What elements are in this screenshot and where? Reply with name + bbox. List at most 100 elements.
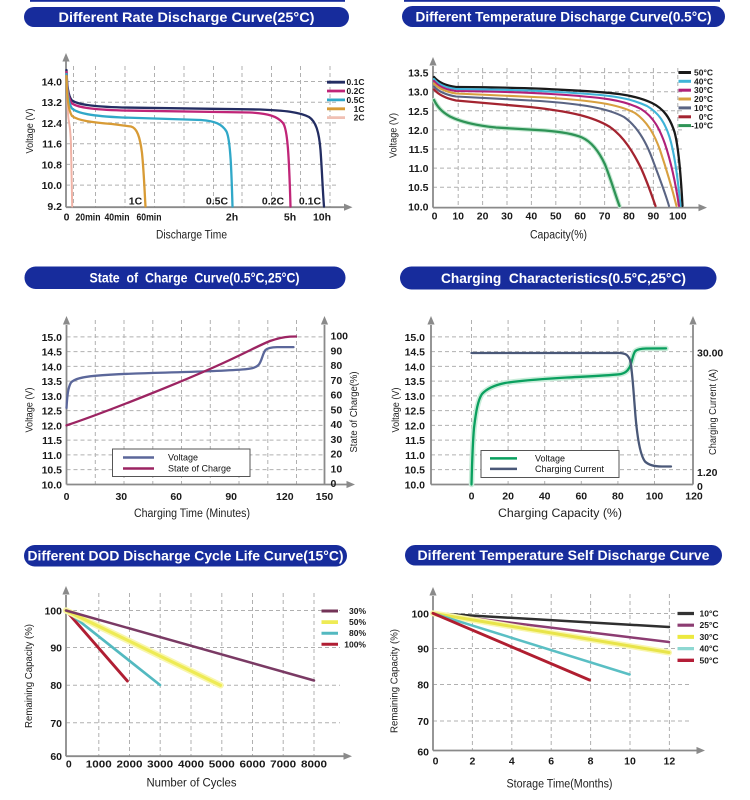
svg-text:Storage Time(Months): Storage Time(Months)	[507, 779, 613, 791]
svg-text:0: 0	[469, 491, 475, 503]
svg-text:Discharge Time: Discharge Time	[156, 230, 227, 242]
svg-text:11.5: 11.5	[405, 435, 425, 447]
svg-text:6: 6	[548, 756, 554, 768]
svg-text:Different DOD Discharge Cycle: Different DOD Discharge Cycle Life Curve…	[28, 549, 344, 564]
svg-text:25°C: 25°C	[700, 620, 719, 630]
svg-text:5000: 5000	[209, 759, 235, 771]
svg-text:13.5: 13.5	[42, 376, 63, 388]
svg-text:Voltage: Voltage	[168, 453, 198, 463]
svg-text:15.0: 15.0	[405, 332, 426, 344]
svg-text:120: 120	[276, 491, 294, 503]
svg-text:7000: 7000	[270, 759, 296, 771]
svg-text:50: 50	[331, 404, 343, 416]
svg-text:Charging Current (A): Charging Current (A)	[708, 369, 719, 455]
svg-text:20: 20	[331, 449, 343, 461]
svg-text:Number of Cycles: Number of Cycles	[147, 778, 237, 790]
svg-text:60: 60	[417, 747, 429, 759]
svg-text:Different Temperature Self Dis: Different Temperature Self Discharge Cur…	[418, 548, 710, 563]
svg-text:60min: 60min	[137, 212, 162, 224]
svg-text:Voltage (V): Voltage (V)	[24, 388, 35, 433]
svg-text:Voltage (V): Voltage (V)	[391, 388, 402, 433]
svg-text:0.2C: 0.2C	[262, 196, 285, 208]
svg-text:13.0: 13.0	[42, 391, 63, 403]
svg-text:90: 90	[417, 644, 429, 656]
svg-text:80%: 80%	[349, 628, 366, 638]
svg-text:60: 60	[331, 390, 343, 402]
svg-text:30: 30	[115, 491, 127, 503]
svg-text:12.5: 12.5	[408, 106, 429, 118]
svg-text:11.0: 11.0	[405, 450, 425, 462]
svg-text:0.1C: 0.1C	[299, 196, 322, 208]
svg-text:100: 100	[331, 331, 349, 343]
svg-text:60: 60	[575, 491, 587, 503]
svg-text:90: 90	[331, 345, 343, 357]
svg-text:40min: 40min	[105, 212, 130, 224]
svg-text:11.6: 11.6	[42, 139, 62, 151]
svg-text:10.0: 10.0	[42, 479, 63, 491]
svg-text:0: 0	[64, 491, 70, 503]
svg-text:10: 10	[331, 463, 343, 475]
svg-text:13.5: 13.5	[408, 68, 429, 80]
svg-text:0: 0	[331, 478, 337, 490]
svg-text:80: 80	[417, 680, 429, 692]
svg-text:15.0: 15.0	[42, 332, 63, 344]
svg-text:50°C: 50°C	[700, 655, 719, 665]
svg-text:2h: 2h	[226, 212, 238, 224]
svg-text:120: 120	[685, 491, 703, 503]
svg-text:1C: 1C	[129, 196, 143, 208]
svg-text:10.5: 10.5	[408, 182, 429, 194]
svg-text:90: 90	[648, 211, 660, 223]
svg-text:Different Temperature Discharg: Different Temperature Discharge Curve(0.…	[416, 9, 712, 24]
svg-text:4: 4	[509, 756, 515, 768]
svg-text:0: 0	[432, 211, 438, 223]
svg-text:12: 12	[664, 756, 676, 768]
svg-text:20: 20	[502, 491, 514, 503]
svg-text:State of Charge: State of Charge	[168, 464, 231, 474]
svg-text:State of Charge Curve(0.5°C: State of Charge Curve(0.5°C,25°C)	[90, 271, 300, 286]
svg-text:11.0: 11.0	[409, 163, 429, 175]
svg-text:13.5: 13.5	[405, 376, 426, 388]
svg-text:0°C: 0°C	[699, 112, 713, 122]
svg-text:1000: 1000	[86, 759, 112, 771]
svg-text:13.0: 13.0	[408, 87, 429, 99]
svg-text:10.0: 10.0	[408, 201, 429, 213]
svg-text:20°C: 20°C	[694, 94, 713, 104]
svg-text:Charging Time (Minutes): Charging Time (Minutes)	[134, 508, 250, 520]
svg-text:10.5: 10.5	[405, 465, 426, 477]
svg-text:14.5: 14.5	[42, 347, 63, 359]
svg-text:13.0: 13.0	[405, 391, 426, 403]
svg-text:50%: 50%	[349, 617, 366, 627]
svg-text:8: 8	[588, 756, 594, 768]
svg-text:1C: 1C	[354, 104, 365, 114]
svg-text:13.2: 13.2	[42, 97, 63, 109]
svg-text:11.5: 11.5	[42, 435, 62, 447]
svg-text:50: 50	[550, 211, 562, 223]
svg-text:150: 150	[316, 491, 334, 503]
svg-text:10h: 10h	[313, 212, 331, 224]
svg-text:Charging Current: Charging Current	[535, 464, 605, 474]
svg-text:10°C: 10°C	[700, 609, 719, 619]
svg-text:4000: 4000	[178, 759, 204, 771]
svg-text:0.2C: 0.2C	[347, 86, 365, 96]
svg-text:Different Rate Discharge Curve: Different Rate Discharge Curve(25°C)	[59, 10, 315, 25]
svg-text:80: 80	[331, 360, 343, 372]
svg-text:0: 0	[697, 481, 703, 493]
svg-text:Capacity(%): Capacity(%)	[530, 230, 587, 242]
svg-text:9.2: 9.2	[47, 201, 62, 213]
svg-text:0.5C: 0.5C	[206, 196, 229, 208]
svg-text:12.4: 12.4	[42, 118, 63, 130]
svg-text:100: 100	[44, 606, 62, 618]
svg-text:50°C: 50°C	[694, 68, 713, 78]
svg-text:Voltage (V): Voltage (V)	[25, 109, 36, 154]
svg-text:10.0: 10.0	[42, 180, 63, 192]
svg-text:Voltage (V): Voltage (V)	[389, 113, 400, 158]
svg-text:100: 100	[411, 609, 429, 621]
svg-text:30: 30	[331, 434, 343, 446]
svg-text:80: 80	[612, 491, 624, 503]
svg-text:0.5C: 0.5C	[347, 95, 365, 105]
svg-text:0: 0	[64, 212, 70, 224]
svg-text:60: 60	[170, 491, 182, 503]
svg-text:12.0: 12.0	[405, 420, 426, 432]
svg-text:14.0: 14.0	[405, 361, 426, 373]
svg-text:12.0: 12.0	[42, 420, 63, 432]
